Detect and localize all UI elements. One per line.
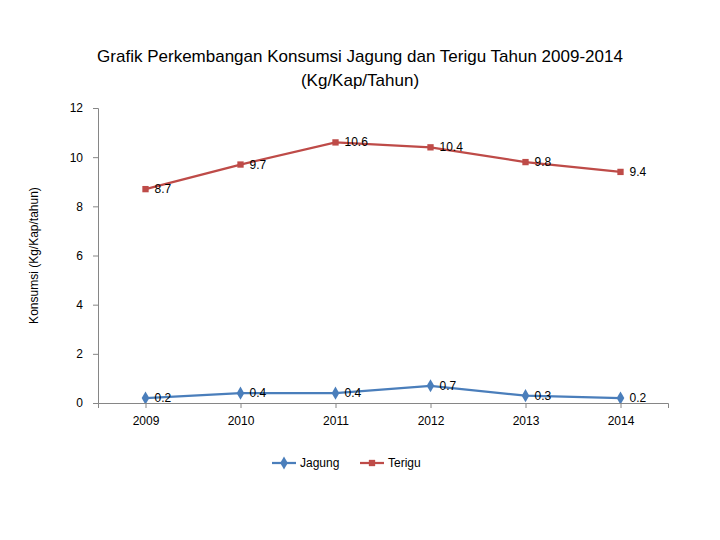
y-axis-title: Konsumsi (Kg/Kap/tahun) — [27, 187, 41, 324]
x-axis: 2009 2010 2011 2012 2013 2014 — [99, 403, 669, 428]
data-label: 9.8 — [535, 155, 552, 169]
series-marker — [237, 161, 243, 167]
y-tick-label: 2 — [76, 347, 83, 361]
x-tick-label: 2010 — [228, 414, 255, 428]
series-marker — [332, 387, 340, 400]
y-axis: 0 2 4 6 8 10 12 — [70, 101, 99, 410]
data-label: 10.6 — [345, 135, 369, 149]
data-label: 0.4 — [345, 386, 362, 400]
y-tick-label: 0 — [76, 396, 83, 410]
series-marker — [617, 169, 623, 175]
x-tick: 2012 — [418, 403, 445, 428]
x-axis-line — [99, 404, 669, 409]
x-tick: 2010 — [228, 403, 255, 428]
legend-marker — [280, 456, 288, 469]
y-tick-label: 12 — [70, 101, 84, 115]
series-marker — [142, 392, 150, 403]
y-tick-mark — [93, 108, 98, 109]
y-axis-line — [93, 109, 99, 404]
series-line — [146, 142, 621, 189]
data-labels: 0.2 0.4 0.4 0.7 0.3 0.2 8.7 9.7 10.6 10.4 9.8 9.4 — [155, 135, 647, 405]
legend-item: Terigu — [360, 456, 421, 470]
series-marker — [427, 144, 433, 150]
y-tick-label: 10 — [70, 151, 84, 165]
x-tick-label: 2013 — [513, 414, 540, 428]
legend-item: Jagung — [272, 456, 339, 470]
y-tick-mark — [93, 256, 98, 257]
series-marker — [522, 159, 528, 165]
y-tick: 10 — [70, 151, 98, 165]
y-tick: 0 — [76, 396, 98, 410]
x-tick: 2011 — [323, 403, 349, 428]
series-marker — [427, 379, 435, 392]
x-tick: 2009 — [133, 403, 160, 428]
y-tick: 2 — [76, 347, 98, 361]
legend-label: Jagung — [300, 456, 339, 470]
y-tick-label: 6 — [76, 249, 83, 263]
x-tick-mark — [241, 403, 242, 408]
title: Grafik Perkembangan Konsumsi Jagung dan … — [97, 47, 623, 66]
legend: Jagung Terigu — [272, 456, 421, 470]
y-tick-label: 8 — [76, 200, 83, 214]
x-tick-label: 2014 — [608, 414, 635, 428]
y-tick-mark — [93, 354, 98, 355]
y-tick-mark — [93, 305, 98, 306]
x-tick-mark — [431, 403, 432, 408]
y-tick: 6 — [76, 249, 98, 263]
x-tick-mark — [146, 403, 147, 408]
data-label: 0.2 — [155, 391, 172, 405]
plot-area — [142, 139, 625, 403]
series-marker — [237, 387, 245, 400]
title: (Kg/Kap/Tahun) — [301, 71, 419, 90]
data-label: 9.7 — [250, 158, 267, 172]
series-marker — [332, 139, 338, 145]
chart: Grafik Perkembangan Konsumsi Jagung dan … — [0, 0, 720, 540]
y-tick-label: 4 — [76, 298, 83, 312]
x-tick: 2014 — [608, 403, 635, 428]
series-marker — [522, 389, 530, 402]
x-tick: 2013 — [513, 403, 540, 428]
data-label: 8.7 — [155, 182, 172, 196]
y-tick: 12 — [70, 101, 98, 115]
data-label: 0.2 — [630, 391, 647, 405]
data-label: 0.3 — [535, 389, 552, 403]
y-tick-mark — [93, 157, 98, 158]
data-label: 10.4 — [440, 140, 464, 154]
y-tick-mark — [93, 206, 98, 207]
x-tick-label: 2012 — [418, 414, 445, 428]
data-label: 9.4 — [630, 165, 647, 179]
series-marker — [617, 392, 625, 403]
legend-label: Terigu — [388, 456, 421, 470]
y-tick-mark — [93, 403, 98, 404]
data-label: 0.7 — [440, 379, 457, 393]
y-tick: 8 — [76, 200, 98, 214]
data-label: 0.4 — [250, 386, 267, 400]
x-tick-mark — [336, 403, 337, 408]
y-tick: 4 — [76, 298, 98, 312]
legend-marker — [369, 460, 375, 466]
x-tick-mark — [526, 403, 527, 408]
x-tick-label: 2011 — [323, 414, 349, 428]
x-tick-label: 2009 — [133, 414, 160, 428]
series-marker — [142, 186, 148, 192]
x-tick-mark — [621, 403, 622, 408]
